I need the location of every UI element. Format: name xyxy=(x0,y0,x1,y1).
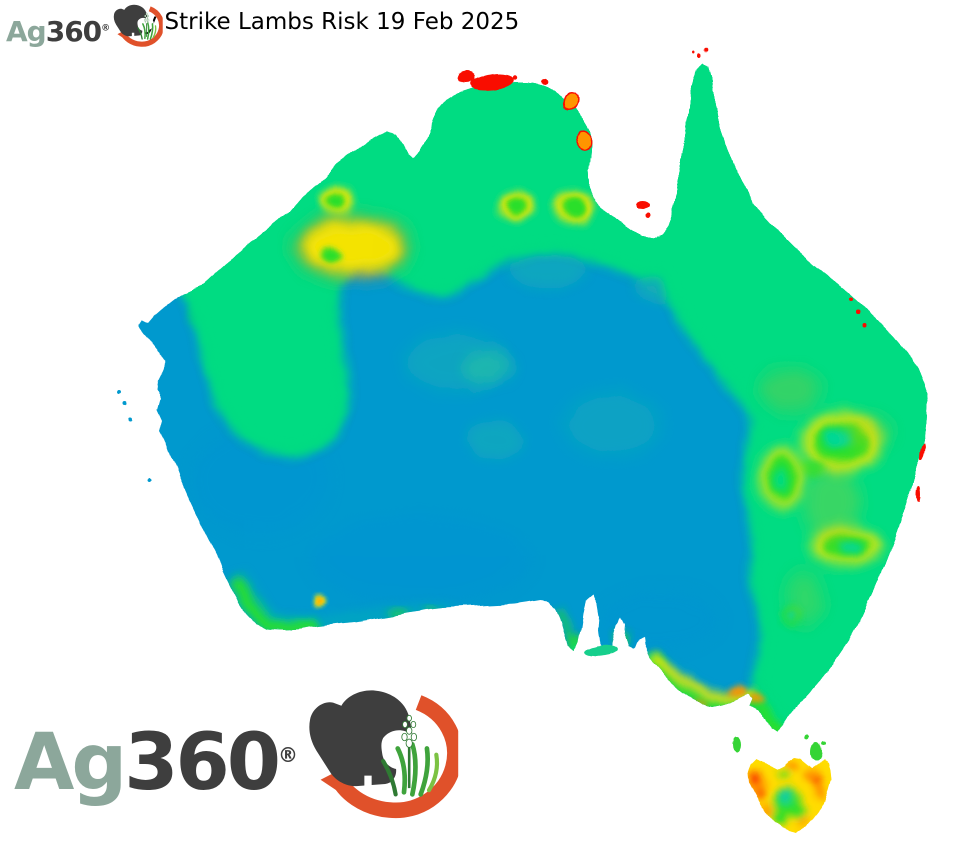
brand-ag-text: Ag xyxy=(6,15,47,48)
kangaroo-island xyxy=(585,644,617,656)
ag360-wordmark: Ag360® xyxy=(14,724,298,802)
ag360-logo-icon xyxy=(301,688,459,834)
kimberley-zone xyxy=(294,188,410,279)
brand-360-text: 360 xyxy=(124,718,281,808)
king-island xyxy=(733,738,741,752)
gulf-south-green-spots xyxy=(499,191,594,223)
ag360-wordmark: Ag360® xyxy=(6,15,110,48)
southwest-coast xyxy=(227,574,441,638)
brand-ag-text: Ag xyxy=(14,718,127,808)
tasmania xyxy=(748,757,832,832)
registered-mark: ® xyxy=(101,23,110,34)
ag360-logo-small: Ag360® xyxy=(6,10,163,52)
ag360-logo-large: Ag360® xyxy=(14,688,459,834)
interior-tinges xyxy=(189,248,720,650)
page-title: Fly Strike Lambs Risk 19 Feb 2025 xyxy=(124,9,520,35)
flinders-island xyxy=(812,743,822,761)
ag360-logo-icon xyxy=(111,4,163,52)
brand-360-text: 360 xyxy=(45,15,102,48)
registered-mark: ® xyxy=(278,743,298,767)
islands xyxy=(118,48,926,761)
east-interior-patches xyxy=(760,368,890,626)
